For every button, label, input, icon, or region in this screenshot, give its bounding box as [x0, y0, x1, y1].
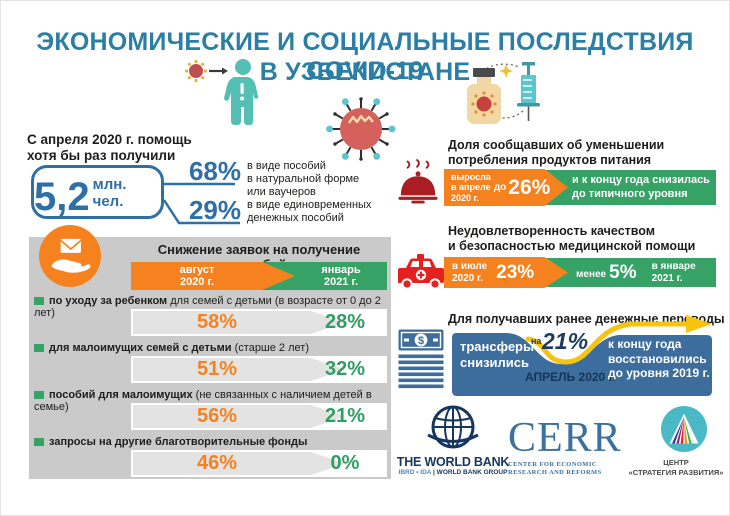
aid-envelope-hand-icon: [39, 225, 101, 287]
food-rise-box: выросла в апреле 2020 г. до 26%: [444, 169, 568, 206]
benefit-row-bar: 58% 28%: [131, 309, 387, 336]
value-aug: 51%: [196, 358, 238, 380]
benefit-row-label: запросы на другие благотворительные фонд…: [34, 436, 390, 448]
remittance-dip-arrow: [452, 315, 712, 396]
value-jan: 28%: [324, 311, 366, 333]
benefit-row-label: для малоимущих семей с детьми (старше 2 …: [34, 342, 390, 354]
bullet-icon: [34, 297, 44, 305]
health-from-value: 23%: [496, 261, 535, 283]
ibrd-ida-label: IBRD • IDA: [398, 469, 432, 476]
wbg-label: | WORLD BANK GROUP: [431, 469, 508, 476]
remittances-chart: трансферы снизились на 21% АПРЕЛЬ 2020 г…: [446, 313, 721, 401]
bullet-icon: [34, 391, 44, 399]
bar-arrow-shape: [133, 358, 345, 381]
world-bank-globe-icon: [427, 405, 479, 449]
value-jan: 0%: [330, 452, 360, 474]
value-jan: 32%: [324, 358, 366, 380]
health-section-title: Неудовлетворенность качеством и безопасн…: [448, 224, 696, 253]
food-rise-label: выросла в апреле 2020 г.: [451, 171, 491, 203]
money-stack-icon: $: [398, 329, 444, 389]
aid-desc-cash: в виде единовременных денежных пособий: [247, 199, 372, 225]
food-rise-prefix: до: [493, 182, 507, 193]
cerr-subtitle: CENTER FOR ECONOMIC RESEARCH AND REFORMS: [508, 460, 602, 477]
food-result-text: и к концу года снизилась до типичного ур…: [572, 173, 710, 200]
benefit-row-bar: 46% 0%: [131, 450, 387, 477]
aid-connector-lines: [164, 182, 240, 225]
benefit-row-bar: 51% 32%: [131, 356, 387, 383]
benefit-row-label: пособий для малоимущих (не связанных с н…: [34, 389, 372, 413]
health-to-value: 5%: [609, 261, 637, 283]
bar-arrow-shape: [133, 311, 345, 334]
aid-pct-cash: 29%: [188, 195, 242, 225]
col-aug-2020: [131, 262, 295, 290]
health-from-box: в июле 2020 г. 23%: [444, 257, 568, 288]
bullet-icon: [34, 438, 44, 446]
aid-desc-in-kind: в виде пособий в натуральной форме или в…: [247, 160, 360, 199]
vaccine-syringe-icon: [467, 62, 540, 124]
bullet-icon: [34, 344, 44, 352]
benefit-row-bar: 56% 21%: [131, 403, 387, 430]
col-jan-label: январь 2021 г.: [321, 263, 361, 288]
strategy-center-line2: «СТРАТЕГИЯ РАЗВИТИЯ»: [628, 468, 724, 477]
health-result-box: менее 5% в январе 2021 г.: [544, 258, 716, 287]
cerr-logo: CERR CENTER FOR ECONOMIC RESEARCH AND RE…: [508, 415, 633, 477]
aid-intro-text: С апреля 2020 г. помощь хотя бы раз полу…: [27, 132, 192, 163]
food-cloche-icon: [398, 159, 438, 204]
food-arrow: и к концу года снизилась до типичного ур…: [444, 169, 716, 206]
remit-drop-date: АПРЕЛЬ 2020 г.: [525, 370, 616, 384]
health-to-date: в январе 2021 г.: [651, 261, 696, 284]
remit-drop-label: трансферы снизились: [460, 339, 535, 370]
remit-drop-value: 21%: [542, 328, 589, 354]
remit-result-text: к концу года восстановились до уровня 20…: [608, 337, 710, 381]
health-from-label: в июле 2020 г.: [452, 261, 488, 284]
virus-icon: [326, 97, 396, 161]
strategy-center-logo-icon: [661, 406, 707, 452]
aid-total-box: 5,2 млн. чел.: [31, 165, 164, 219]
aid-pct-in-kind: 68%: [188, 156, 242, 186]
value-aug: 46%: [196, 452, 238, 474]
benefits-header-arrow: август 2020 г. январь 2021 г.: [131, 262, 387, 290]
strategy-center-line1: ЦЕНТР: [663, 458, 689, 467]
svg-text:$: $: [418, 335, 424, 347]
virus-exposure-person-icon: [184, 59, 259, 125]
remit-drop-prefix: на: [531, 336, 542, 346]
bar-arrow-shape: [133, 405, 345, 428]
world-bank-name: THE WORLD BANK: [396, 455, 510, 469]
health-to-prefix: менее: [576, 268, 607, 280]
benefit-row-label: по уходу за ребенком для семей с детьми …: [34, 295, 381, 319]
col-aug-label: август 2020 г.: [179, 263, 215, 288]
page-title-line2: В УЗБЕКИСТАНЕ: [259, 58, 471, 86]
food-result-box: и к концу года снизилась до типичного ур…: [544, 170, 716, 205]
aid-total-unit: млн. чел.: [92, 176, 127, 210]
food-rise-value: 26%: [508, 175, 551, 199]
page-title: ЭКОНОМИЧЕСКИЕ И СОЦИАЛЬНЫЕ ПОСЛЕДСТВИЯ C…: [36, 28, 694, 85]
aid-total-value: 5,2: [34, 175, 90, 220]
food-section-title: Доля сообщавших об уменьшении потреблени…: [448, 138, 665, 167]
world-bank-subtitle: IBRD • IDA | WORLD BANK GROUP: [395, 469, 511, 476]
value-aug: 56%: [196, 405, 238, 427]
health-arrow: менее 5% в январе 2021 г. в июле 2020 г.…: [444, 257, 716, 288]
bar-arrow-shape: [133, 452, 345, 475]
value-jan: 21%: [324, 405, 366, 427]
cerr-name: CERR: [508, 415, 622, 461]
ambulance-icon: [398, 254, 444, 290]
value-aug: 58%: [196, 311, 238, 333]
